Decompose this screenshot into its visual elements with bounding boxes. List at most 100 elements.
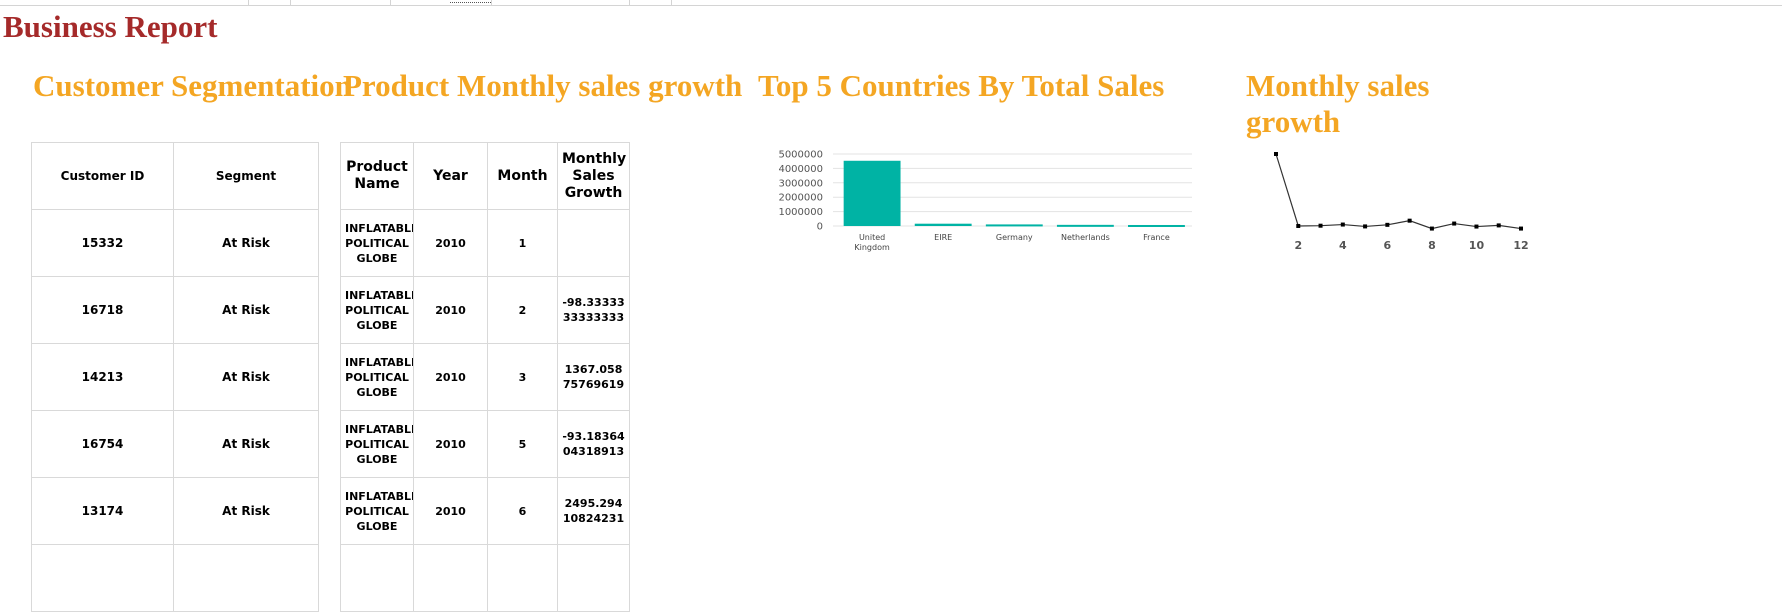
x-tick-label: EIRE bbox=[934, 233, 952, 242]
month-cell[interactable]: 2 bbox=[487, 276, 558, 344]
product-name-cell[interactable]: INFLATABLE POLITICAL GLOBE bbox=[340, 477, 414, 545]
column-divider bbox=[390, 0, 391, 5]
customer-id-cell[interactable]: 16718 bbox=[31, 276, 174, 344]
data-point[interactable] bbox=[1429, 226, 1434, 231]
x-tick-label: United Kingdom bbox=[854, 233, 890, 252]
growth-cell[interactable]: 2495.29410824231 bbox=[557, 477, 630, 545]
table-row: INFLATABLE POLITICAL GLOBE 2010 3 1367.0… bbox=[340, 343, 630, 411]
customer-id-cell[interactable]: 15332 bbox=[31, 209, 174, 277]
monthly-growth-line-chart[interactable]: 2 4 6 8 10 12 bbox=[1256, 140, 1546, 270]
customer-segmentation-title: Customer Segmentation bbox=[33, 68, 352, 103]
product-name-cell[interactable]: INFLATABLE POLITICAL GLOBE bbox=[340, 276, 414, 344]
bar[interactable] bbox=[1056, 224, 1114, 227]
data-point[interactable] bbox=[1363, 224, 1368, 229]
customer-id-cell[interactable] bbox=[31, 544, 174, 612]
table-row bbox=[340, 544, 630, 612]
data-point[interactable] bbox=[1296, 223, 1301, 228]
customer-id-cell[interactable]: 13174 bbox=[31, 477, 174, 545]
product-growth-title: Product Monthly sales growth bbox=[343, 68, 743, 103]
column-divider bbox=[290, 0, 291, 5]
data-point[interactable] bbox=[1385, 222, 1390, 227]
growth-cell[interactable]: 1367.05875769619 bbox=[557, 343, 630, 411]
data-point[interactable] bbox=[1452, 221, 1457, 226]
column-header-monthly-sales-growth[interactable]: Monthly Sales Growth bbox=[557, 142, 630, 210]
table-row: INFLATABLE POLITICAL GLOBE 2010 6 2495.2… bbox=[340, 477, 630, 545]
month-cell[interactable]: 5 bbox=[487, 410, 558, 478]
segment-cell[interactable] bbox=[173, 544, 319, 612]
top-countries-title: Top 5 Countries By Total Sales bbox=[758, 68, 1165, 103]
table-row bbox=[31, 544, 319, 612]
top-countries-bar-chart[interactable]: 0 1000000 2000000 3000000 4000000 5000000 Unit… bbox=[760, 140, 1220, 270]
x-tick-label: 8 bbox=[1428, 239, 1436, 252]
table-header-row: Customer ID Segment bbox=[31, 142, 319, 210]
table-row: 13174 At Risk bbox=[31, 477, 319, 545]
x-tick-label: 10 bbox=[1469, 239, 1485, 252]
sheet-toolbar-strip bbox=[0, 0, 1782, 6]
table-row: INFLATABLE POLITICAL GLOBE 2010 1 bbox=[340, 209, 630, 277]
column-header-year[interactable]: Year bbox=[413, 142, 488, 210]
table-row: 16754 At Risk bbox=[31, 410, 319, 478]
column-header-segment[interactable]: Segment bbox=[173, 142, 319, 210]
data-point[interactable] bbox=[1519, 226, 1523, 231]
x-tick-label: 2 bbox=[1294, 239, 1302, 252]
customer-id-cell[interactable]: 14213 bbox=[31, 343, 174, 411]
x-tick-label: 12 bbox=[1513, 239, 1528, 252]
data-point[interactable] bbox=[1474, 224, 1479, 229]
column-header-customer-id[interactable]: Customer ID bbox=[31, 142, 174, 210]
data-point[interactable] bbox=[1274, 152, 1278, 156]
monthly-growth-title: Monthly sales growth bbox=[1246, 68, 1430, 139]
product-name-cell[interactable]: INFLATABLE POLITICAL GLOBE bbox=[340, 209, 414, 277]
data-point[interactable] bbox=[1318, 223, 1323, 228]
table-row: 16718 At Risk bbox=[31, 276, 319, 344]
year-cell[interactable]: 2010 bbox=[413, 209, 488, 277]
year-cell[interactable] bbox=[413, 544, 488, 612]
growth-cell[interactable]: -93.1836404318913 bbox=[557, 410, 630, 478]
product-name-cell[interactable]: INFLATABLE POLITICAL GLOBE bbox=[340, 343, 414, 411]
bar[interactable] bbox=[843, 160, 901, 226]
year-cell[interactable]: 2010 bbox=[413, 477, 488, 545]
month-cell[interactable] bbox=[487, 544, 558, 612]
data-point[interactable] bbox=[1340, 222, 1345, 227]
growth-cell[interactable] bbox=[557, 209, 630, 277]
bar[interactable] bbox=[914, 223, 972, 226]
column-header-month[interactable]: Month bbox=[487, 142, 558, 210]
bar[interactable] bbox=[1128, 224, 1185, 227]
table-row: INFLATABLE POLITICAL GLOBE 2010 5 -93.18… bbox=[340, 410, 630, 478]
y-tick-label: 4000000 bbox=[778, 164, 823, 175]
table-row: 14213 At Risk bbox=[31, 343, 319, 411]
column-divider bbox=[629, 0, 630, 5]
column-header-product-name[interactable]: Product Name bbox=[340, 142, 414, 210]
month-cell[interactable]: 6 bbox=[487, 477, 558, 545]
data-point[interactable] bbox=[1496, 223, 1501, 228]
y-tick-label: 5000000 bbox=[778, 150, 823, 161]
segment-cell[interactable]: At Risk bbox=[173, 276, 319, 344]
x-tick-label: 6 bbox=[1384, 239, 1392, 252]
year-cell[interactable]: 2010 bbox=[413, 343, 488, 411]
growth-cell[interactable]: -98.3333333333333 bbox=[557, 276, 630, 344]
bar[interactable] bbox=[985, 224, 1043, 227]
segment-cell[interactable]: At Risk bbox=[173, 410, 319, 478]
x-tick-label: France bbox=[1143, 233, 1170, 242]
product-growth-table: Product Name Year Month Monthly Sales Gr… bbox=[340, 142, 630, 612]
product-name-cell[interactable]: INFLATABLE POLITICAL GLOBE bbox=[340, 410, 414, 478]
year-cell[interactable]: 2010 bbox=[413, 276, 488, 344]
column-divider bbox=[671, 0, 672, 5]
x-tick-label: Germany bbox=[996, 233, 1033, 242]
segment-cell[interactable]: At Risk bbox=[173, 477, 319, 545]
x-tick-label: 4 bbox=[1339, 239, 1347, 252]
x-tick-label: Netherlands bbox=[1061, 233, 1110, 242]
table-row: INFLATABLE POLITICAL GLOBE 2010 2 -98.33… bbox=[340, 276, 630, 344]
customer-id-cell[interactable]: 16754 bbox=[31, 410, 174, 478]
table-row: 15332 At Risk bbox=[31, 209, 319, 277]
report-title: Business Report bbox=[3, 9, 218, 44]
year-cell[interactable]: 2010 bbox=[413, 410, 488, 478]
table-header-row: Product Name Year Month Monthly Sales Gr… bbox=[340, 142, 630, 210]
segment-cell[interactable]: At Risk bbox=[173, 209, 319, 277]
data-point[interactable] bbox=[1407, 218, 1412, 223]
growth-cell[interactable] bbox=[557, 544, 630, 612]
month-cell[interactable]: 3 bbox=[487, 343, 558, 411]
segment-cell[interactable]: At Risk bbox=[173, 343, 319, 411]
month-cell[interactable]: 1 bbox=[487, 209, 558, 277]
product-name-cell[interactable] bbox=[340, 544, 414, 612]
selected-column-marker[interactable] bbox=[450, 2, 491, 4]
